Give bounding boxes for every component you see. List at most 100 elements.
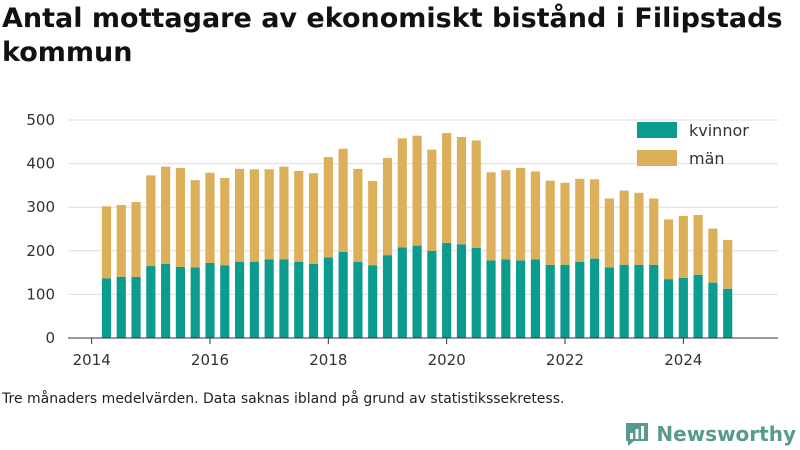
bar-kvinnor [723,288,733,338]
bar-man [442,133,452,243]
bar-man [634,192,644,265]
bar-man [308,173,319,264]
bars [101,133,733,338]
bar-man [471,140,481,248]
x-tick-label: 2018 [309,351,347,365]
bar-kvinnor [368,265,378,338]
bar-man [456,137,467,245]
bar-kvinnor [560,264,570,338]
bar-kvinnor [382,255,393,338]
bar-kvinnor [131,276,141,338]
bar-kvinnor [663,279,674,338]
x-tick-label: 2020 [428,351,466,365]
bar-man [693,215,703,275]
legend-label: män [689,149,725,168]
stacked-bar-chart: 0 100 200 300 400 500 2014 2016 2018 2020 2022 2024… [26,111,778,365]
y-tick-label: 400 [26,155,55,173]
y-tick-label: 300 [26,198,55,216]
x-tick-label: 2024 [664,351,702,365]
newsworthy-logo-icon [626,423,649,446]
y-tick-label: 100 [26,285,55,303]
bar-man [575,178,585,262]
bar-kvinnor [264,259,274,338]
bar-man [161,166,171,264]
bar-man [234,168,245,262]
bar-man [619,190,629,265]
bar-kvinnor [279,259,289,338]
bar-kvinnor [116,276,126,338]
legend-swatch [637,122,677,138]
legend-swatch [637,150,677,166]
bar-man [101,206,112,279]
bar-kvinnor [589,258,600,338]
bar-man [279,166,289,260]
bar-kvinnor [649,264,659,338]
bar-man [175,167,186,267]
bar-kvinnor [397,247,407,338]
x-tick-label: 2016 [191,351,229,365]
bar-kvinnor [205,263,215,338]
axes: 0 100 200 300 400 500 2014 2016 2018 2020 2022 2024 [26,111,778,365]
y-tick-label: 200 [26,242,55,260]
bar-man [131,201,141,277]
bar-kvinnor [161,263,171,338]
bar-man [205,172,215,264]
x-tick-label: 2022 [546,351,584,365]
bar-kvinnor [486,260,496,338]
legend: kvinnor män [637,121,749,168]
bar-kvinnor [101,278,112,338]
bar-man [516,167,526,261]
bar-kvinnor [146,266,156,338]
y-tick-label: 0 [45,329,55,347]
bar-man [382,157,393,256]
bar-kvinnor [442,242,452,338]
chart-title: Antal mottagare av ekonomiskt bistånd i … [2,3,783,68]
bar-man [368,181,378,266]
bar-man [116,205,126,277]
bar-man [486,172,496,261]
y-tick-label: 500 [26,111,55,129]
bar-kvinnor [575,261,585,338]
bar-kvinnor [501,259,511,338]
bar-man [663,219,674,280]
bar-kvinnor [427,250,437,338]
bar-kvinnor [294,261,304,338]
bar-man [604,198,614,268]
bar-kvinnor [220,265,230,338]
bar-man [249,169,259,262]
bar-kvinnor [234,261,245,338]
bar-kvinnor [249,261,259,338]
bar-kvinnor [530,259,541,338]
bar-kvinnor [308,263,319,338]
bar-man [530,171,541,260]
bar-kvinnor [175,266,186,338]
x-tick-label: 2014 [73,351,111,365]
bar-man [338,148,348,252]
bar-man [678,215,688,278]
bar-man [560,182,570,265]
bar-kvinnor [545,264,555,338]
bar-man [545,180,555,265]
bar-man [353,168,363,262]
brand-name: Newsworthy [656,422,796,446]
bar-man [412,135,422,246]
bar-man [723,239,733,289]
bar-man [190,180,200,268]
bar-kvinnor [323,257,333,338]
brand-logo: Newsworthy [624,419,796,449]
bar-kvinnor [353,261,363,338]
bar-kvinnor [516,260,526,338]
bar-man [397,138,407,248]
bar-man [220,177,230,266]
bar-man [708,228,718,283]
bar-kvinnor [471,247,481,338]
bar-man [146,175,156,267]
bar-kvinnor [190,267,200,338]
bar-kvinnor [338,251,348,338]
bar-man [427,149,437,251]
bar-kvinnor [678,277,688,338]
legend-label: kvinnor [689,121,749,140]
bar-kvinnor [412,245,422,338]
bar-kvinnor [708,282,718,338]
bar-man [294,171,304,262]
